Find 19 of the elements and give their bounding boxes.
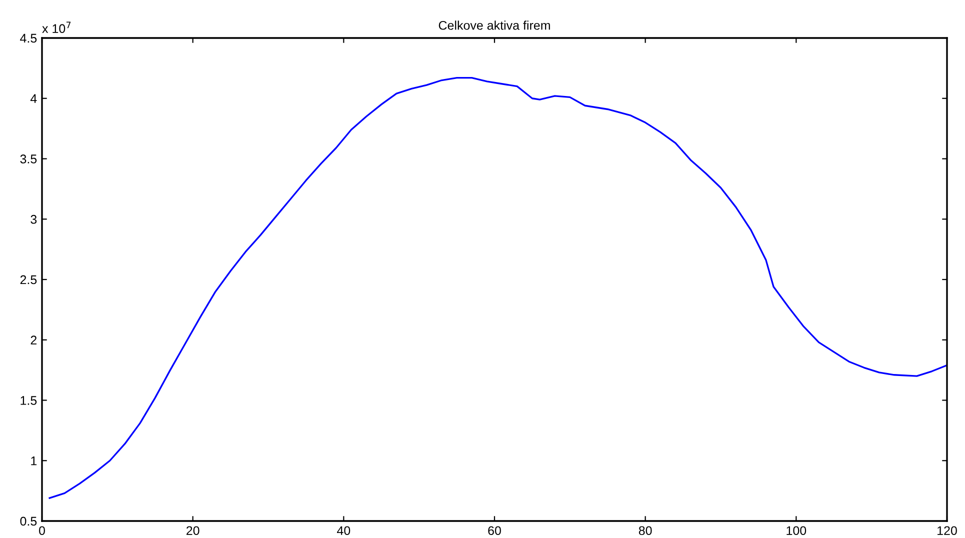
y-tick-label: 3 xyxy=(30,214,37,224)
line-series xyxy=(48,77,947,499)
x-tick-label: 120 xyxy=(938,526,957,536)
y-tick-label: 3.5 xyxy=(20,154,37,164)
chart-title: Celkove aktiva firem xyxy=(438,20,550,30)
y-tick-label: 1 xyxy=(31,456,37,466)
y-tick-label: 0.5 xyxy=(20,516,37,526)
y-tick-label: 4.5 xyxy=(20,34,37,43)
x-tick-label: 40 xyxy=(337,526,350,536)
x-tick-label: 60 xyxy=(488,526,501,536)
y-tick-label: 4 xyxy=(30,94,37,103)
y-tick-label: 2 xyxy=(30,336,37,344)
text: x 10$^{7}$ xyxy=(42,22,71,34)
y-tick-label: 2.5 xyxy=(20,275,37,284)
y-tick-label: 1.5 xyxy=(20,396,37,405)
x-tick-label: 100 xyxy=(786,526,806,536)
x-tick-label: 0 xyxy=(39,526,45,536)
x-tick-label: 20 xyxy=(186,526,200,536)
x-tick-label: 80 xyxy=(638,526,652,536)
